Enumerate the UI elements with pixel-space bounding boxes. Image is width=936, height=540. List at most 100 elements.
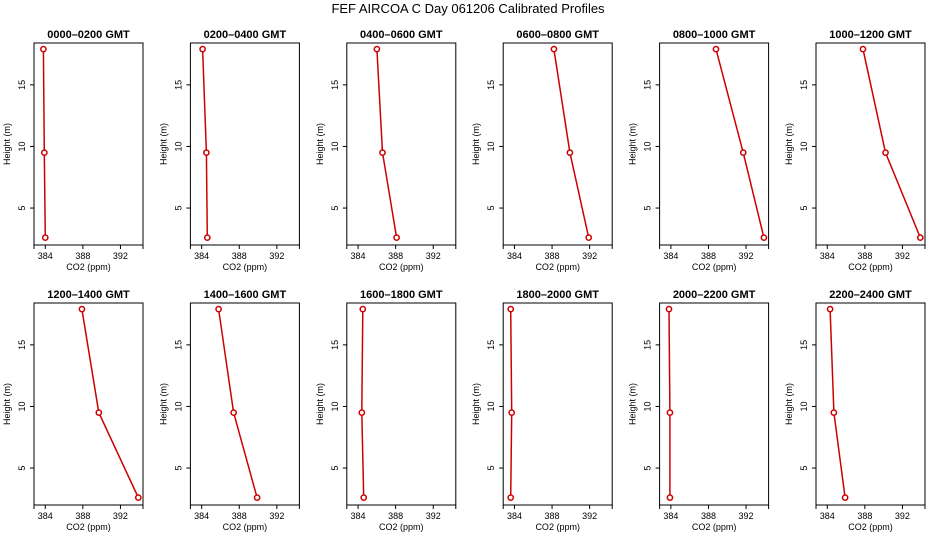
panel-9-x-tick-label: 392: [426, 511, 441, 521]
panel-6-x-axis-label: CO2 (ppm): [848, 262, 893, 272]
panel-7-profile-line: [81, 309, 139, 498]
panel-3-y-axis-label: Height (m): [315, 123, 325, 165]
panel-6-data-point: [916, 234, 924, 241]
panel-4-x-tick-label: 384: [507, 251, 522, 261]
panel-6: 1000–1200 GMT 384 388 392 5 10 15 CO2 (ppm) Heig…: [784, 29, 926, 272]
panel-1-data-point: [40, 45, 47, 53]
panel-7-y-tick-label: 15: [17, 340, 27, 350]
panel-12-title: 2200–2400 GMT: [829, 289, 912, 301]
panel-4-y-tick-label: 5: [486, 206, 496, 211]
panel-11-y-tick-label: 10: [643, 401, 653, 411]
panel-9-y-tick-label: 15: [330, 340, 340, 350]
panel-6-title: 1000–1200 GMT: [829, 29, 912, 41]
panel-7-y-tick-label: 10: [17, 401, 27, 411]
panel-2-y-tick-label: 10: [173, 141, 183, 151]
panel-12-data-point: [830, 409, 838, 416]
panel-3-data-point: [393, 234, 400, 241]
panel-10-y-tick-label: 5: [486, 466, 496, 471]
panel-10-title: 1800–2000 GMT: [516, 289, 599, 301]
panel-6-y-axis-label: Height (m): [784, 123, 794, 165]
panel-4-x-axis-label: CO2 (ppm): [535, 262, 580, 272]
panel-6-x-tick-label: 392: [895, 251, 910, 261]
panel-9-x-tick-label: 384: [351, 511, 366, 521]
panel-4-profile-line: [553, 49, 590, 238]
panel-1-y-axis-label: Height (m): [2, 123, 12, 165]
panel-6-data-point: [859, 45, 867, 53]
panel-10-x-tick-label: 384: [507, 511, 522, 521]
panel-5: 0800–1000 GMT 384 388 392 5 10 15 CO2 (ppm) Heig…: [628, 29, 770, 272]
panel-7: 1200–1400 GMT 384 388 392 5 10 15 CO2 (ppm) Heig…: [2, 289, 144, 532]
panel-2-data-point: [199, 45, 206, 53]
panel-9-title: 1600–1800 GMT: [360, 289, 443, 301]
panel-10-y-axis-label: Height (m): [471, 383, 481, 425]
panel-10-data-point: [507, 494, 515, 501]
panel-5-data-point: [760, 234, 768, 241]
panel-2-x-axis-label: CO2 (ppm): [223, 262, 268, 272]
panel-11-y-tick-label: 15: [643, 340, 653, 350]
panel-3-x-axis-label: CO2 (ppm): [379, 262, 424, 272]
panel-8-frame: [189, 302, 300, 506]
panel-2-data-point: [203, 149, 210, 156]
panel-1-x-tick-label: 384: [38, 251, 53, 261]
panel-5-y-tick-label: 15: [643, 80, 653, 90]
panel-12-frame: [815, 302, 926, 506]
panel-6-profile-line: [862, 49, 921, 238]
panel-5-y-tick-label: 5: [643, 206, 653, 211]
panel-2-y-tick-label: 5: [173, 206, 183, 211]
panel-9-profile-line: [361, 309, 365, 498]
panel-12-x-axis-label: CO2 (ppm): [848, 522, 893, 532]
panel-3-data-point: [373, 45, 381, 53]
panel-7-x-tick-label: 384: [38, 511, 53, 521]
panel-12-x-tick-label: 392: [895, 511, 910, 521]
panel-10-data-point: [507, 305, 515, 313]
panel-1-data-point: [41, 234, 49, 241]
panel-12-profile-line: [829, 309, 846, 498]
panel-1-x-axis-label: CO2 (ppm): [66, 262, 111, 272]
panel-4-y-tick-label: 10: [486, 141, 496, 151]
panel-12-y-axis-label: Height (m): [784, 383, 794, 425]
panel-10-x-axis-label: CO2 (ppm): [535, 522, 580, 532]
panel-3-y-tick-label: 15: [330, 80, 340, 90]
panel-2-title: 0200–0400 GMT: [204, 29, 287, 41]
panel-3-profile-line: [376, 49, 398, 238]
panel-8-y-tick-label: 5: [173, 466, 183, 471]
panel-5-x-axis-label: CO2 (ppm): [692, 262, 737, 272]
panel-3-title: 0400–0600 GMT: [360, 29, 443, 41]
panel-1-x-tick-label: 388: [75, 251, 90, 261]
panel-2-frame: [189, 42, 300, 246]
panel-2-data-point: [203, 234, 211, 241]
panel-11-profile-line: [668, 309, 671, 498]
panel-6-x-tick-label: 388: [857, 251, 872, 261]
panel-7-data-point: [134, 494, 142, 501]
panel-11-x-tick-label: 384: [663, 511, 678, 521]
panel-12-data-point: [826, 305, 834, 313]
panel-4-data-point: [566, 149, 574, 156]
panel-8-y-tick-label: 10: [173, 401, 183, 411]
panel-8-y-axis-label: Height (m): [158, 383, 168, 425]
panel-11-x-tick-label: 392: [739, 511, 754, 521]
panel-4-x-tick-label: 388: [545, 251, 560, 261]
panel-2-y-tick-label: 15: [173, 80, 183, 90]
panel-3-x-tick-label: 392: [426, 251, 441, 261]
panel-1-y-tick-label: 15: [17, 80, 27, 90]
panel-3-data-point: [379, 149, 386, 156]
panel-8-data-point: [253, 494, 261, 501]
panel-2-x-tick-label: 388: [232, 251, 247, 261]
panel-8-x-tick-label: 384: [194, 511, 209, 521]
panel-5-frame: [659, 42, 770, 246]
panel-9-data-point: [358, 409, 366, 416]
panel-6-x-tick-label: 384: [820, 251, 835, 261]
panel-9-y-tick-label: 5: [330, 466, 340, 471]
panel-3-y-tick-label: 10: [330, 141, 340, 151]
panel-4-frame: [502, 42, 613, 246]
panel-6-y-tick-label: 10: [799, 141, 809, 151]
panel-4-title: 0600–0800 GMT: [516, 29, 599, 41]
panel-8: 1400–1600 GMT 384 388 392 5 10 15 CO2 (ppm) Heig…: [158, 289, 300, 532]
panel-4-x-tick-label: 392: [582, 251, 597, 261]
panel-8-x-tick-label: 388: [232, 511, 247, 521]
panel-6-y-tick-label: 15: [799, 80, 809, 90]
panel-3-frame: [346, 42, 457, 246]
panel-5-data-point: [712, 45, 720, 53]
panel-5-y-tick-label: 10: [643, 141, 653, 151]
